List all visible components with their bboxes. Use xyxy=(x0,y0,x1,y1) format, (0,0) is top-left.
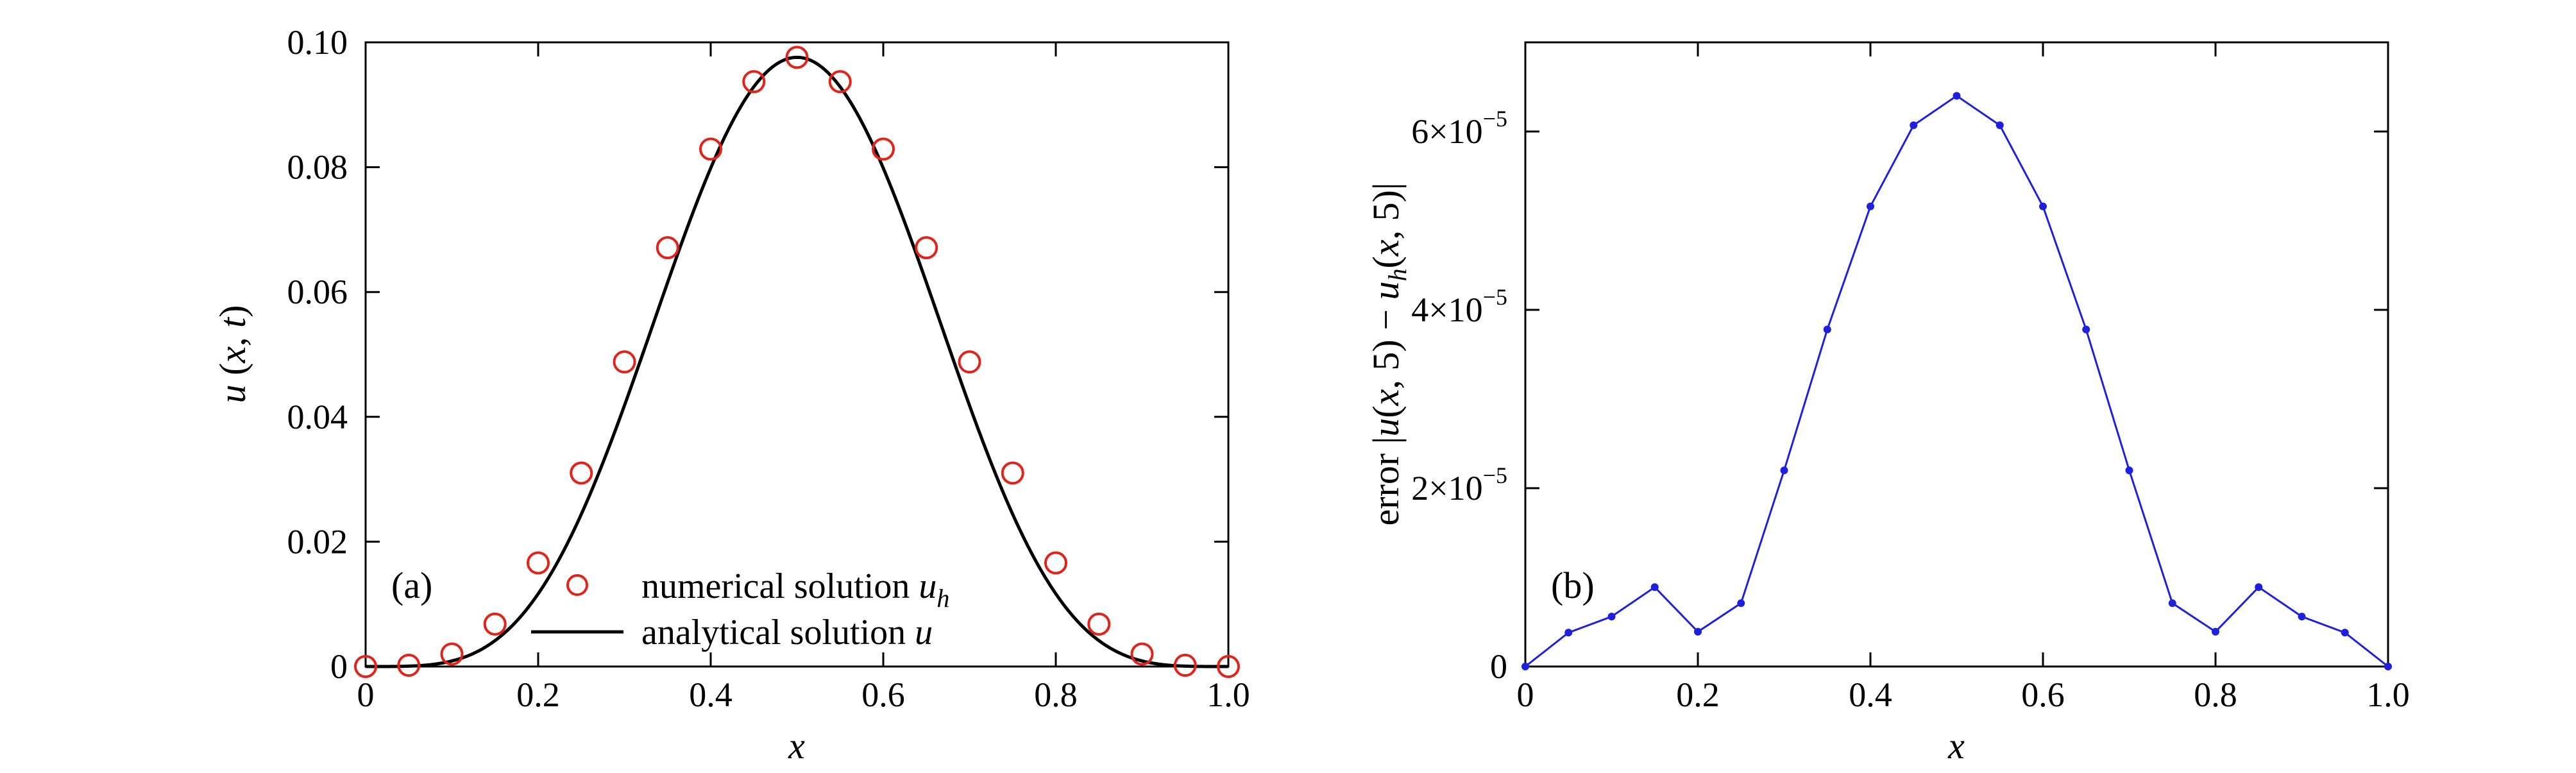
error-marker xyxy=(1823,325,1831,334)
error-marker xyxy=(2082,325,2090,334)
numerical-marker xyxy=(699,137,722,161)
numerical-marker xyxy=(828,70,852,94)
error-marker xyxy=(1953,92,1961,100)
error-marker xyxy=(1867,202,1874,210)
error-marker xyxy=(1910,121,1918,130)
legend-label-numerical: numerical solution uh xyxy=(641,566,949,613)
numerical-marker xyxy=(958,350,981,374)
error-line xyxy=(1525,94,2389,668)
x-tick-label-a: 1.0 xyxy=(1207,675,1250,714)
ticks-b: 0 0.2 0.4 0.6 0.8 1.0 0 2×10−5 4×10−5 6×10−5 xyxy=(1411,42,2410,714)
numerical-marker xyxy=(656,236,679,260)
error-marker xyxy=(1737,599,1745,607)
plot-frame-a xyxy=(364,41,1230,668)
numerical-marker xyxy=(527,551,550,575)
numerical-marker xyxy=(1173,654,1197,677)
numerical-marker xyxy=(483,612,507,636)
error-marker xyxy=(1607,613,1616,621)
error-marker xyxy=(1996,121,2004,130)
error-marker xyxy=(2298,613,2306,621)
numerical-marker xyxy=(1087,612,1111,636)
x-tick-label-a: 0.8 xyxy=(1034,675,1078,714)
y-tick-label-a: 0.08 xyxy=(287,148,348,187)
error-marker xyxy=(2341,629,2349,637)
error-marker xyxy=(2255,583,2263,591)
numerical-marker xyxy=(440,642,464,666)
numerical-marker xyxy=(872,137,895,161)
error-marker xyxy=(1521,663,1529,670)
error-marker xyxy=(2039,202,2047,210)
error-marker xyxy=(2212,627,2219,636)
error-marker xyxy=(1780,466,1788,475)
numerical-marker xyxy=(397,654,421,677)
y-tick-label-a: 0.06 xyxy=(287,273,348,311)
panel-label-a: (a) xyxy=(391,565,432,606)
legend-a: numerical solution uh analytical solutio… xyxy=(531,566,949,652)
panel-label-b: (b) xyxy=(1551,565,1595,606)
x-tick-label-b: 0.2 xyxy=(1676,675,1720,714)
analytical-solution-line xyxy=(366,55,1228,668)
y-tick-label-b: 6×10−5 xyxy=(1411,106,1507,151)
numerical-marker xyxy=(915,236,938,260)
error-marker xyxy=(1650,583,1659,591)
numerical-marker xyxy=(742,70,766,94)
y-tick-label-a: 0.04 xyxy=(287,398,348,436)
legend-label-analytical: analytical solution u xyxy=(641,613,933,652)
x-tick-label-a: 0.2 xyxy=(516,675,560,714)
error-markers xyxy=(1521,92,2392,670)
x-tick-label-b: 0.4 xyxy=(1849,675,1892,714)
y-axis-title-b: error |u(x, 5) − uh(x, 5)| xyxy=(1365,183,1412,526)
numerical-marker xyxy=(1217,655,1240,678)
x-axis-title-a: x xyxy=(788,725,805,767)
y-tick-label-b: 0 xyxy=(1490,647,1507,686)
x-tick-label-b: 1.0 xyxy=(2366,675,2410,714)
x-tick-label-b: 0.6 xyxy=(2021,675,2065,714)
panel-b: 0 0.2 0.4 0.6 0.8 1.002×10−54×10−56×10−5 (b) … xyxy=(1365,41,2410,767)
numerical-marker xyxy=(354,655,377,678)
ticks-a: 0 0.2 0.4 0.6 0.8 1.0 0 0.02 0.04 0.06 0.08 0.10 xyxy=(287,23,1250,714)
x-tick-label-a: 0.6 xyxy=(861,675,905,714)
legend-marker-numerical xyxy=(566,574,588,596)
error-marker xyxy=(2125,466,2133,475)
error-marker xyxy=(1564,629,1573,637)
numerical-marker xyxy=(1001,461,1024,485)
x-tick-label-b: 0 xyxy=(1517,675,1534,714)
error-marker xyxy=(2168,599,2176,607)
x-tick-label-b: 0.8 xyxy=(2194,675,2237,714)
x-tick-label-a: 0 xyxy=(357,675,375,714)
numerical-marker xyxy=(1044,551,1067,575)
y-tick-label-a: 0.02 xyxy=(287,522,348,561)
error-marker xyxy=(2384,663,2392,670)
plot-frame-b xyxy=(1524,41,2389,668)
x-tick-label-a: 0.4 xyxy=(689,675,733,714)
panel-a: 0 0.2 0.4 0.6 0.8 1.0 0 0.02 0.04 0.06 0.08 0.10 (a… xyxy=(212,23,1250,767)
x-axis-title-b: x xyxy=(1947,725,1965,767)
y-tick-label-b: 4×10−5 xyxy=(1411,284,1507,329)
numerical-marker xyxy=(613,350,636,374)
y-axis-title-a: u (x, t) xyxy=(212,305,253,403)
numerical-marker xyxy=(570,461,593,485)
numerical-marker xyxy=(1130,642,1154,666)
numerical-solution-markers xyxy=(354,46,1240,678)
error-marker xyxy=(1694,627,1702,636)
y-tick-label-b: 2×10−5 xyxy=(1411,463,1507,507)
numerical-marker xyxy=(785,46,809,69)
y-tick-label-a: 0 xyxy=(330,647,348,686)
y-tick-label-a: 0.10 xyxy=(287,23,348,62)
